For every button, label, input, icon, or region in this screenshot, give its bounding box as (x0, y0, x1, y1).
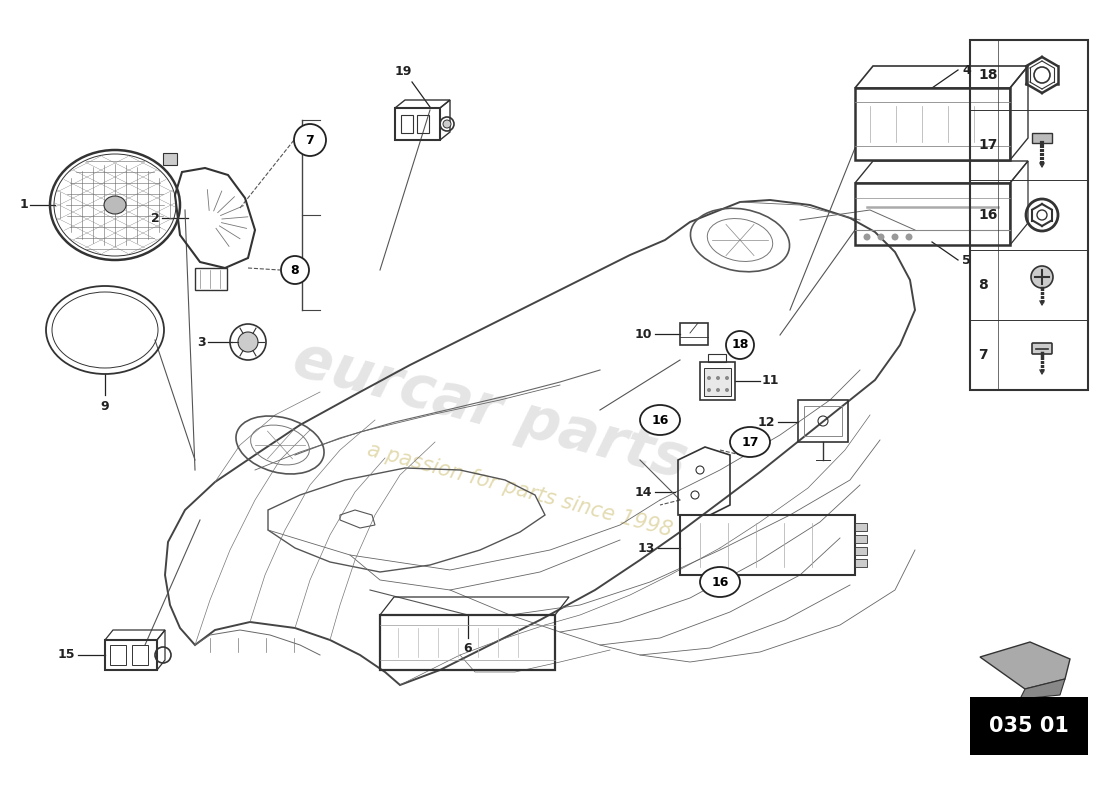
Text: 15: 15 (57, 649, 75, 662)
Text: 17: 17 (741, 435, 759, 449)
Circle shape (878, 234, 884, 241)
Bar (417, 115, 429, 133)
Bar (195, 268, 227, 290)
Bar (855, 88, 1010, 160)
Bar (708, 354, 726, 362)
Bar (804, 406, 842, 436)
Circle shape (294, 124, 326, 156)
Bar (970, 697, 1088, 755)
Text: 5: 5 (962, 254, 970, 266)
Circle shape (725, 388, 729, 392)
Text: 14: 14 (635, 486, 652, 498)
Text: 3: 3 (197, 335, 206, 349)
Text: 16: 16 (978, 208, 998, 222)
Text: 4: 4 (962, 63, 970, 77)
Text: 17: 17 (978, 138, 998, 152)
Text: a passion for parts since 1998: a passion for parts since 1998 (365, 439, 674, 541)
Bar (855, 559, 867, 567)
Bar (680, 323, 708, 345)
Bar (855, 547, 867, 555)
Bar (163, 153, 177, 165)
Text: 035 01: 035 01 (989, 716, 1069, 736)
Ellipse shape (640, 405, 680, 435)
Text: 7: 7 (306, 134, 315, 146)
Text: 8: 8 (290, 263, 299, 277)
Circle shape (716, 388, 720, 392)
Text: 7: 7 (978, 348, 988, 362)
Text: 1: 1 (20, 198, 28, 211)
Text: 16: 16 (651, 414, 669, 426)
Circle shape (864, 234, 870, 241)
Bar (132, 645, 148, 665)
Circle shape (891, 234, 899, 241)
Polygon shape (980, 642, 1070, 689)
Text: 9: 9 (101, 400, 109, 413)
Ellipse shape (730, 427, 770, 457)
Text: 2: 2 (152, 211, 160, 225)
Bar (855, 183, 1010, 245)
Circle shape (905, 234, 913, 241)
Circle shape (725, 376, 729, 380)
Bar (798, 400, 848, 442)
Bar (680, 515, 855, 575)
Bar (704, 368, 732, 396)
Bar (700, 362, 735, 400)
Circle shape (707, 388, 711, 392)
Bar (104, 640, 157, 670)
Ellipse shape (443, 120, 451, 128)
Text: 11: 11 (762, 374, 780, 387)
Circle shape (280, 256, 309, 284)
Circle shape (1031, 266, 1053, 288)
Text: eurcar parts: eurcar parts (287, 330, 693, 490)
Ellipse shape (104, 196, 126, 214)
Circle shape (238, 332, 258, 352)
Text: 13: 13 (638, 542, 654, 554)
Ellipse shape (700, 567, 740, 597)
Text: 18: 18 (978, 68, 998, 82)
FancyBboxPatch shape (1032, 343, 1052, 354)
Bar (110, 645, 126, 665)
Circle shape (726, 331, 754, 359)
Text: 18: 18 (732, 338, 749, 351)
Bar (395, 108, 440, 140)
Circle shape (707, 376, 711, 380)
Polygon shape (1020, 679, 1065, 699)
Bar (855, 523, 867, 531)
Circle shape (716, 376, 720, 380)
Text: 6: 6 (464, 642, 472, 655)
Text: 10: 10 (635, 327, 652, 341)
Bar (970, 40, 1088, 390)
Text: 12: 12 (758, 415, 776, 429)
Text: 16: 16 (712, 575, 728, 589)
Bar (402, 115, 412, 133)
Bar (379, 615, 556, 670)
Text: 19: 19 (395, 65, 412, 78)
Bar (855, 535, 867, 543)
Text: 8: 8 (978, 278, 988, 292)
Bar (1032, 133, 1052, 143)
